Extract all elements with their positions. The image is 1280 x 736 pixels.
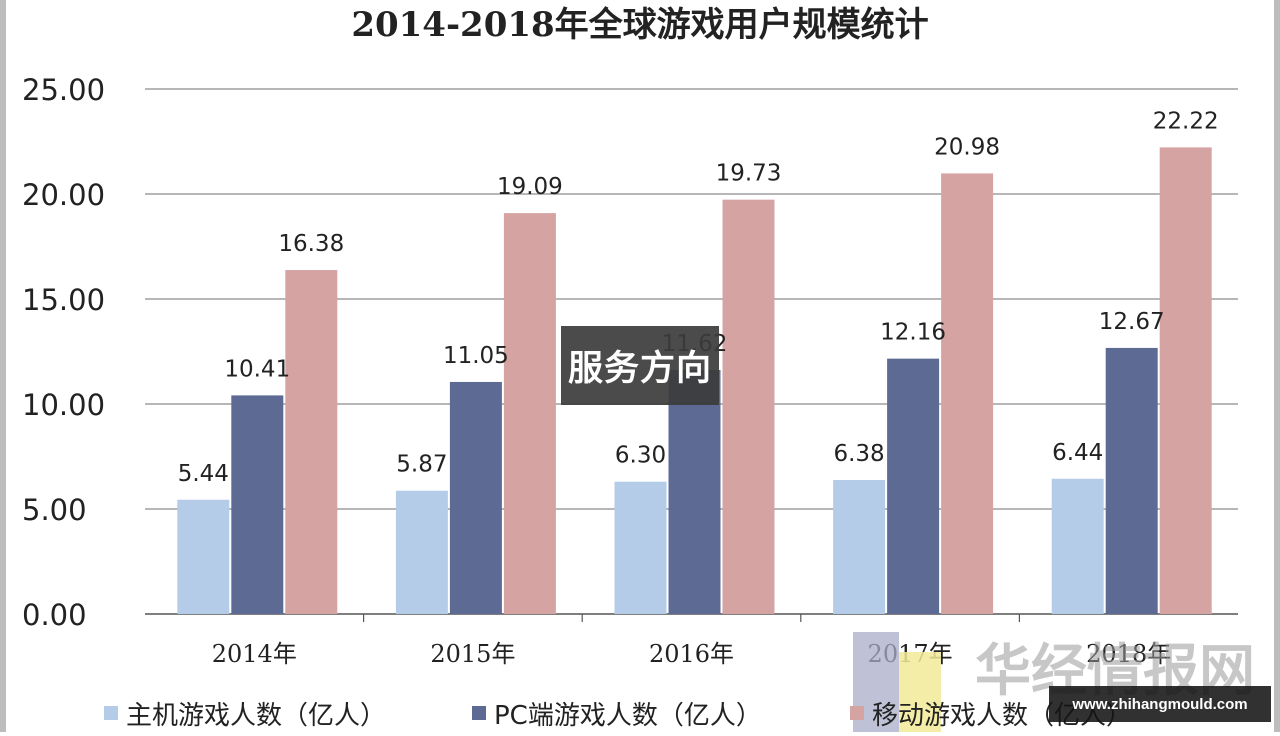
data-label: 16.38: [278, 231, 344, 257]
chart-title: 2014-2018年全球游戏用户规模统计: [351, 5, 928, 45]
legend-swatch: [850, 706, 864, 720]
bar: [1105, 347, 1158, 614]
y-tick-label: 25.00: [22, 73, 105, 107]
x-tick-label: 2015年: [430, 640, 515, 668]
data-label: 10.41: [224, 356, 290, 382]
data-label: 19.73: [716, 161, 782, 187]
bars: [177, 147, 1212, 615]
data-label: 5.44: [178, 461, 229, 487]
y-tick-label: 0.00: [22, 598, 87, 632]
data-label: 5.87: [396, 452, 447, 478]
bar: [285, 270, 338, 614]
legend: 主机游戏人数（亿人） PC端游戏人数（亿人） 移动游戏人数（亿人）: [104, 701, 1132, 731]
y-tick-label: 10.00: [22, 388, 105, 422]
bar: [722, 199, 775, 615]
y-tick-label: 20.00: [22, 178, 105, 212]
legend-swatch: [472, 706, 486, 720]
data-label: 12.16: [880, 320, 946, 346]
x-tick-label: 2014年: [212, 640, 297, 668]
bar: [449, 381, 502, 614]
data-label: 19.09: [497, 174, 563, 200]
overlay-badge[interactable]: 服务方向: [561, 326, 719, 405]
left-edge: [0, 0, 6, 732]
bar: [614, 481, 667, 614]
overlay-badge-text: 服务方向: [567, 349, 712, 389]
data-label: 6.44: [1052, 440, 1103, 466]
bar: [503, 213, 556, 615]
y-axis-ticks: 0.00 5.00 10.00 15.00 20.00 25.00: [22, 73, 105, 632]
bar: [941, 173, 994, 615]
data-label: 20.98: [934, 134, 1000, 160]
legend-label: PC端游戏人数（亿人）: [494, 701, 762, 731]
bar: [668, 369, 721, 614]
y-tick-label: 5.00: [22, 493, 87, 527]
bar: [833, 480, 886, 614]
right-edge: [1274, 0, 1280, 732]
bar: [887, 358, 940, 614]
y-tick-label: 15.00: [22, 283, 105, 317]
bar: [1051, 478, 1104, 614]
x-tick-label: 2018年: [1086, 640, 1171, 668]
data-label: 11.05: [443, 343, 509, 369]
bar: [177, 499, 230, 614]
legend-swatch: [104, 706, 118, 720]
data-label: 6.30: [615, 443, 666, 469]
site-url[interactable]: www.zhihangmould.com: [1049, 686, 1271, 722]
x-tick-label: 2016年: [649, 640, 734, 668]
bar: [395, 490, 448, 614]
bar: [231, 395, 284, 614]
data-label: 12.67: [1099, 309, 1165, 335]
bar: [1159, 147, 1212, 614]
legend-label: 主机游戏人数（亿人）: [126, 701, 386, 731]
data-label: 6.38: [833, 441, 884, 467]
data-label: 22.22: [1153, 108, 1219, 134]
watermark-block-yellow: [899, 652, 941, 732]
